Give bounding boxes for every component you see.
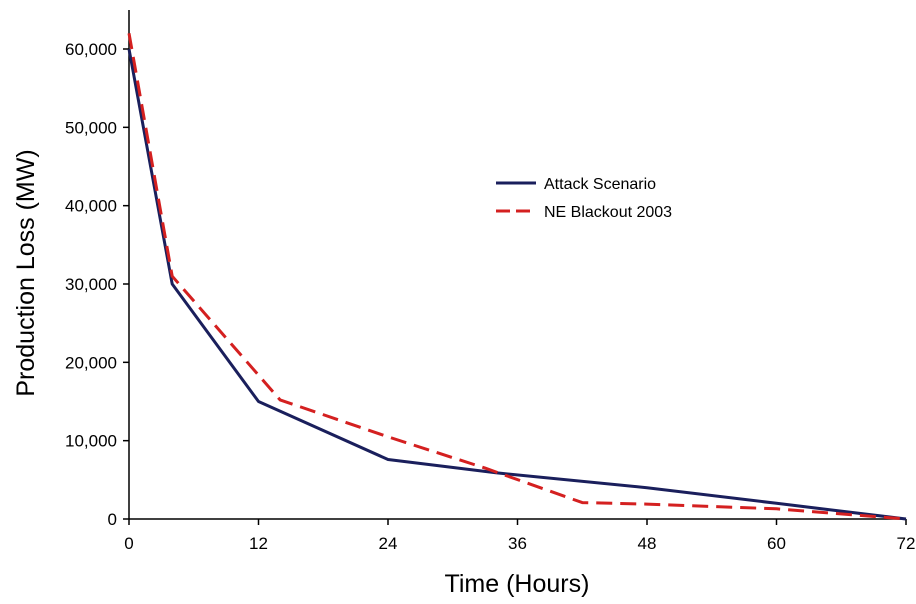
series-line-ne-blackout-2003	[127, 33, 907, 521]
series-layer	[127, 33, 907, 521]
y-axis-title: Production Loss (MW)	[12, 149, 40, 396]
y-axis-ticks: 0 10,000 20,000 30,000 40,000 50,000 60,000	[65, 40, 129, 529]
series-line-attack-scenario	[127, 48, 907, 521]
x-axis-ticks: 0 12 24 36 48 60 72	[124, 519, 915, 553]
x-tick-label: 12	[249, 534, 268, 553]
y-tick-label: 30,000	[65, 275, 117, 294]
y-tick-label: 40,000	[65, 197, 117, 216]
x-tick-label: 24	[379, 534, 398, 553]
legend-label: NE Blackout 2003	[544, 204, 672, 221]
legend-label: Attack Scenario	[544, 176, 656, 193]
y-tick-label: 50,000	[65, 118, 117, 137]
y-tick-label: 0	[108, 510, 117, 529]
x-tick-label: 0	[124, 534, 133, 553]
y-tick-label: 10,000	[65, 432, 117, 451]
legend: Attack Scenario NE Blackout 2003	[496, 176, 672, 221]
x-tick-label: 48	[638, 534, 657, 553]
x-tick-label: 60	[767, 534, 786, 553]
x-axis-title: Time (Hours)	[445, 570, 590, 598]
y-tick-label: 60,000	[65, 40, 117, 59]
y-tick-label: 20,000	[65, 353, 117, 372]
x-tick-label: 72	[897, 534, 916, 553]
x-tick-label: 36	[508, 534, 527, 553]
